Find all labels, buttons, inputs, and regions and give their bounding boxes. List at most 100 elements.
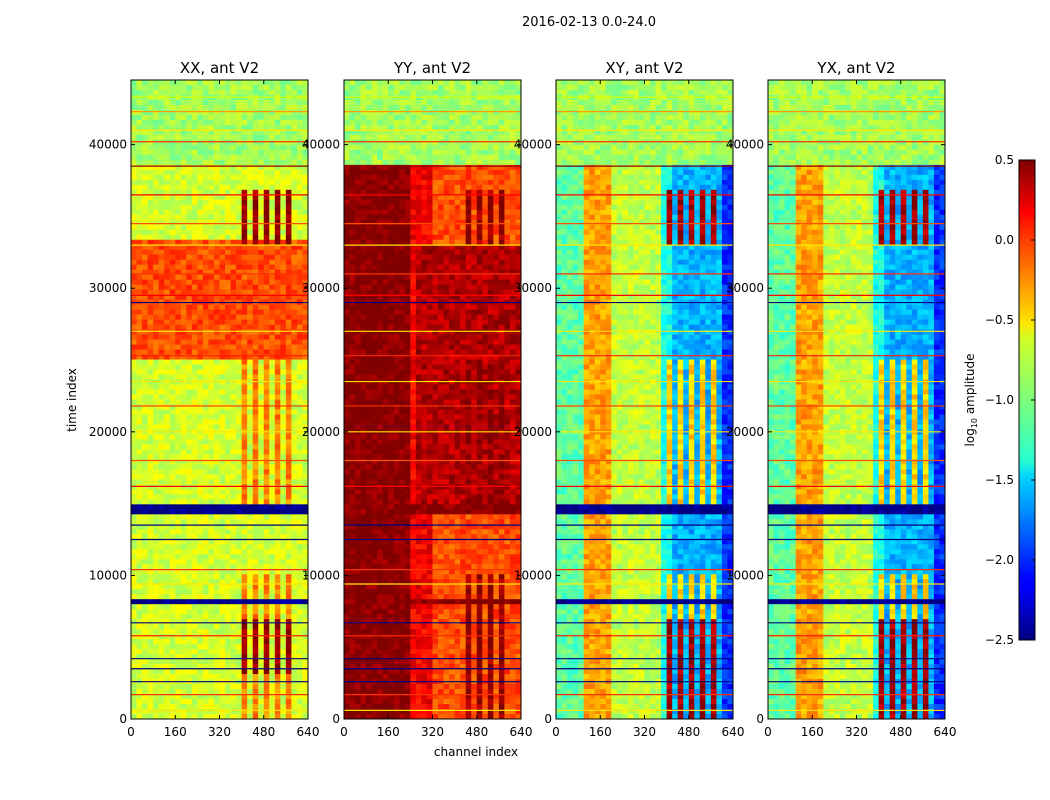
heatmap-cell xyxy=(164,155,170,160)
heatmap-cell xyxy=(137,624,143,629)
heatmap-cell xyxy=(137,669,143,674)
heatmap-cell xyxy=(170,125,176,130)
heatmap-cell xyxy=(220,689,226,694)
heatmap-cell xyxy=(231,305,237,310)
heatmap-cell xyxy=(275,305,281,310)
heatmap-cell xyxy=(388,150,394,155)
heatmap-cell xyxy=(153,594,159,599)
heatmap-cell xyxy=(280,669,286,674)
heatmap-cell xyxy=(291,365,297,370)
heatmap-cell xyxy=(203,395,209,400)
heatmap-cell xyxy=(236,325,242,330)
heatmap-cell xyxy=(499,140,505,145)
heatmap-cell xyxy=(142,285,148,290)
heatmap-cell xyxy=(164,280,170,285)
heatmap-cell xyxy=(181,484,187,489)
heatmap-cell xyxy=(504,110,510,115)
heatmap-cell xyxy=(377,185,383,190)
heatmap-cell xyxy=(427,150,433,155)
heatmap-cell xyxy=(142,120,148,125)
heatmap-cell xyxy=(186,310,192,315)
heatmap-cell xyxy=(164,325,170,330)
heatmap-cell xyxy=(258,260,264,265)
heatmap-cell xyxy=(170,409,176,414)
heatmap-cell xyxy=(286,464,292,469)
heatmap-cell xyxy=(192,464,198,469)
heatmap-cell xyxy=(405,135,411,140)
heatmap-cell xyxy=(366,185,372,190)
heatmap-cell xyxy=(280,684,286,689)
heatmap-cell xyxy=(258,649,264,654)
heatmap-cell xyxy=(208,419,214,424)
heatmap-cell xyxy=(231,504,237,509)
heatmap-cell xyxy=(258,150,264,155)
heatmap-cell xyxy=(203,644,209,649)
heatmap-cell xyxy=(175,434,181,439)
heatmap-cell xyxy=(153,484,159,489)
heatmap-cell xyxy=(225,280,231,285)
heatmap-cell xyxy=(142,265,148,270)
heatmap-cell xyxy=(366,120,372,125)
heatmap-cell xyxy=(258,614,264,619)
heatmap-cell xyxy=(280,424,286,429)
heatmap-cell xyxy=(197,564,203,569)
heatmap-cell xyxy=(137,699,143,704)
heatmap-cell xyxy=(242,275,248,280)
heatmap-cell xyxy=(291,115,297,120)
heatmap-cell xyxy=(410,105,416,110)
heatmap-cell xyxy=(175,215,181,220)
heatmap-cell xyxy=(170,574,176,579)
heatmap-cell xyxy=(264,325,270,330)
heatmap-cell xyxy=(203,305,209,310)
heatmap-cell xyxy=(164,444,170,449)
heatmap-cell xyxy=(236,235,242,240)
heatmap-cell xyxy=(269,385,275,390)
heatmap-cell xyxy=(291,494,297,499)
heatmap-cell xyxy=(131,514,137,519)
heatmap-cell xyxy=(203,150,209,155)
heatmap-cell xyxy=(383,110,389,115)
heatmap-cell xyxy=(192,644,198,649)
heatmap-cell xyxy=(280,90,286,95)
heatmap-cell xyxy=(253,265,259,270)
heatmap-cell xyxy=(208,285,214,290)
heatmap-cell xyxy=(203,529,209,534)
heatmap-cell xyxy=(286,684,292,689)
heatmap-cell xyxy=(231,255,237,260)
heatmap-cell xyxy=(482,185,488,190)
heatmap-cell xyxy=(225,669,231,674)
heatmap-cell xyxy=(236,504,242,509)
heatmap-cell xyxy=(225,350,231,355)
heatmap-cell xyxy=(236,255,242,260)
heatmap-cell xyxy=(142,330,148,335)
heatmap-cell xyxy=(131,584,137,589)
heatmap-cell xyxy=(275,629,281,634)
heatmap-cell xyxy=(214,220,220,225)
heatmap-cell xyxy=(477,205,483,210)
heatmap-cell xyxy=(275,549,281,554)
heatmap-cell xyxy=(214,464,220,469)
heatmap-cell xyxy=(366,210,372,215)
heatmap-cell xyxy=(444,140,450,145)
heatmap-cell xyxy=(164,330,170,335)
heatmap-cell xyxy=(253,240,259,245)
heatmap-cell xyxy=(175,529,181,534)
heatmap-cell xyxy=(269,215,275,220)
heatmap-cell xyxy=(225,360,231,365)
heatmap-cell xyxy=(181,375,187,380)
heatmap-cell xyxy=(510,120,516,125)
heatmap-cell xyxy=(148,684,154,689)
heatmap-cell xyxy=(231,689,237,694)
heatmap-cell xyxy=(197,205,203,210)
heatmap-cell xyxy=(247,604,253,609)
heatmap-cell xyxy=(297,484,303,489)
heatmap-cell xyxy=(170,150,176,155)
heatmap-cell xyxy=(399,120,405,125)
heatmap-cell xyxy=(142,494,148,499)
heatmap-cell xyxy=(383,175,389,180)
heatmap-cell xyxy=(153,599,159,604)
figure: 2016-02-13 0.0-24.0 XX, ant V20 160 320 480… xyxy=(0,0,1050,800)
heatmap-cell xyxy=(253,180,259,185)
heatmap-cell xyxy=(264,464,270,469)
heatmap-cell xyxy=(148,559,154,564)
